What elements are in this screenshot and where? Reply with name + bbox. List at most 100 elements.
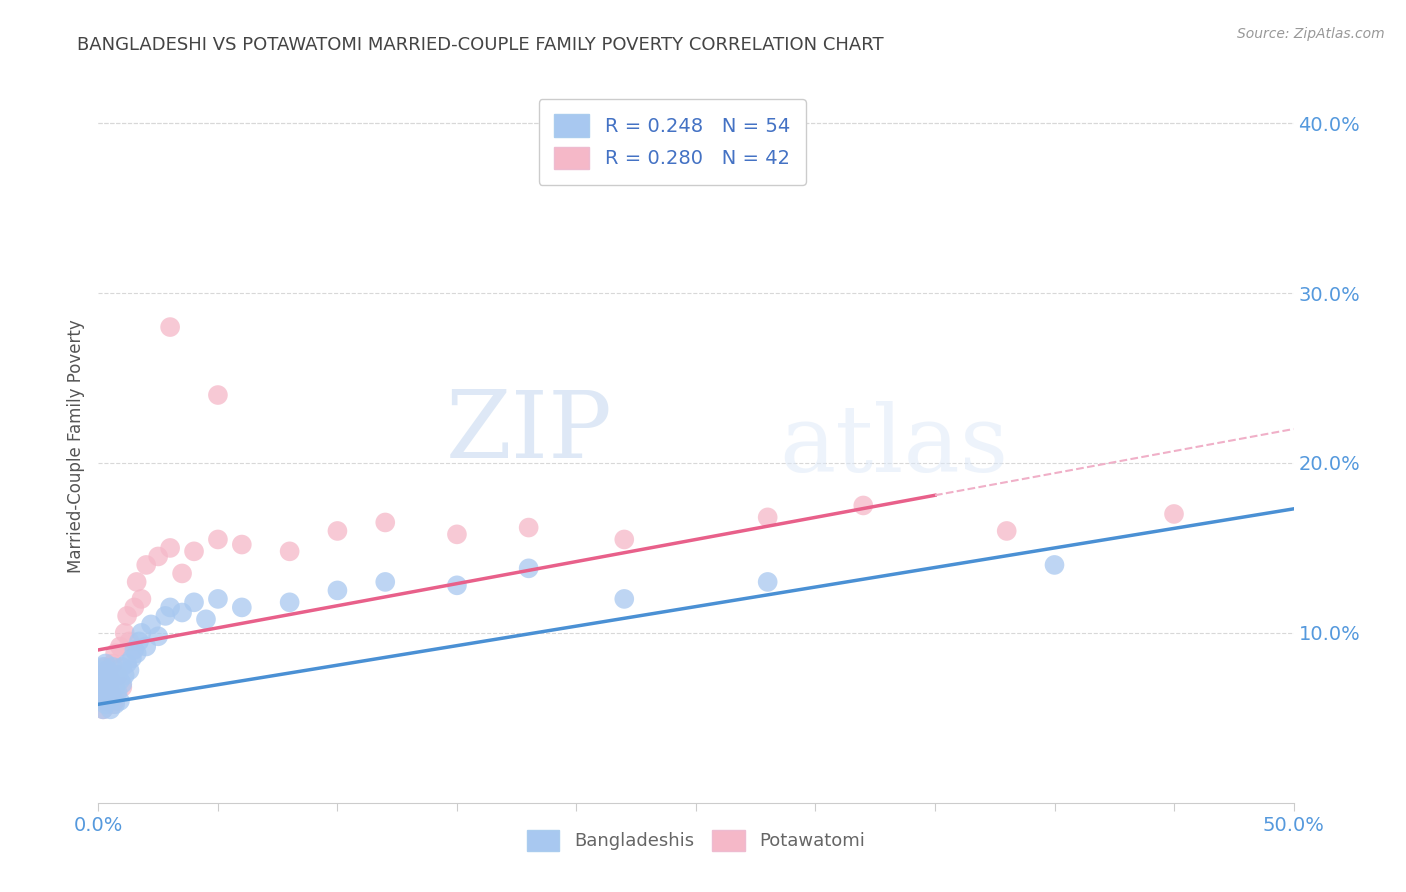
Point [107,685,129,699]
Point [118,663,141,677]
Point [995,524,1018,538]
Point [172,606,194,620]
Point [101,677,124,691]
Point [108,694,131,708]
Text: ZIP: ZIP [446,387,613,476]
Point [94,673,117,688]
Point [517,520,540,534]
Point [183,544,205,558]
Text: Source: ZipAtlas.com: Source: ZipAtlas.com [1237,27,1385,41]
Point [756,574,779,589]
Legend: Bangladeshis, Potawatomi: Bangladeshis, Potawatomi [520,822,872,858]
Point [90,690,112,705]
Point [207,388,229,402]
Point [97,677,120,691]
Point [326,524,349,538]
Point [118,634,141,648]
Point [613,533,636,547]
Point [128,634,150,648]
Point [115,608,138,623]
Point [97,663,120,677]
Point [91,702,114,716]
Point [852,499,875,513]
Point [90,690,112,705]
Text: BANGLADESHI VS POTAWATOMI MARRIED-COUPLE FAMILY POVERTY CORRELATION CHART: BANGLADESHI VS POTAWATOMI MARRIED-COUPLE… [77,36,884,54]
Point [139,617,162,632]
Point [91,680,114,694]
Point [111,660,134,674]
Point [183,595,205,609]
Point [124,643,146,657]
Point [1043,558,1066,572]
Point [104,694,127,708]
Point [148,549,170,564]
Point [94,660,117,674]
Point [374,516,396,530]
Point [108,640,131,654]
Point [107,668,129,682]
Point [148,629,170,643]
Point [97,694,120,708]
Point [207,591,229,606]
Point [97,677,120,691]
Point [91,702,114,716]
Point [90,677,112,691]
Point [121,651,143,665]
Point [278,544,301,558]
Point [124,600,146,615]
Point [98,702,122,716]
Point [101,657,124,671]
Point [125,646,148,660]
Point [91,668,114,682]
Point [98,668,122,682]
Point [115,657,138,671]
Point [101,698,124,712]
Point [756,510,779,524]
Point [159,320,181,334]
Point [517,561,540,575]
Point [91,660,114,674]
Point [125,574,148,589]
Point [374,574,396,589]
Point [104,680,127,694]
Point [111,677,134,691]
Point [155,608,177,623]
Point [104,698,127,712]
Point [107,668,129,682]
Point [97,663,120,677]
Point [94,685,117,699]
Point [108,673,131,688]
Point [114,626,136,640]
Point [98,685,122,699]
Point [207,533,229,547]
Point [446,527,468,541]
Point [131,591,153,606]
Y-axis label: Married-Couple Family Poverty: Married-Couple Family Poverty [66,319,84,573]
Point [131,626,153,640]
Point [114,668,136,682]
Point [613,591,636,606]
Point [135,640,157,654]
Point [159,541,181,555]
Point [231,600,253,615]
Point [278,595,301,609]
Point [94,694,117,708]
Point [326,583,349,598]
Point [101,660,124,674]
Point [98,685,122,699]
Point [90,680,112,694]
Point [195,612,218,626]
Point [135,558,157,572]
Point [101,690,124,705]
Point [90,663,112,677]
Point [159,600,181,615]
Point [446,578,468,592]
Point [1163,507,1185,521]
Text: atlas: atlas [779,401,1010,491]
Point [98,673,122,688]
Point [111,680,134,694]
Point [231,537,253,551]
Point [104,646,127,660]
Point [94,698,117,712]
Point [91,668,114,682]
